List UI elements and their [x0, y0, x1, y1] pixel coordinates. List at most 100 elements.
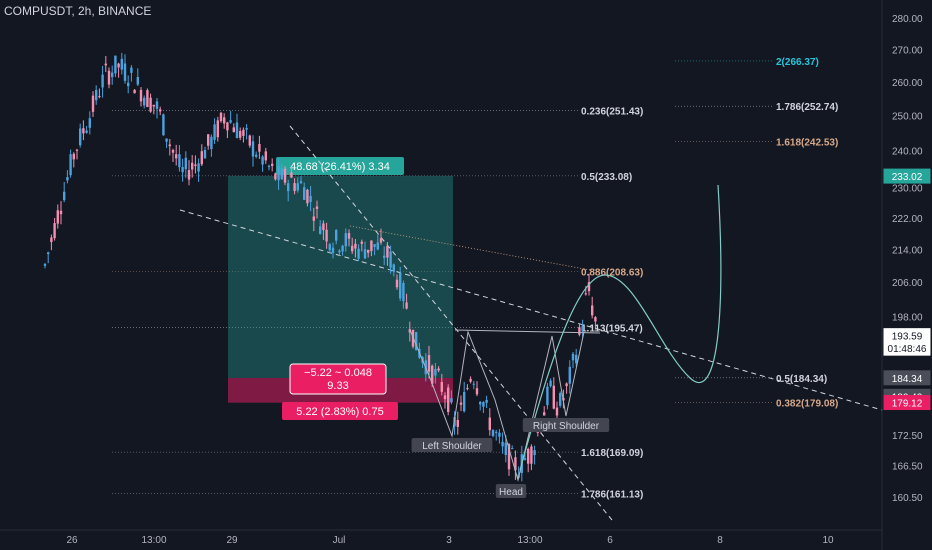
candle-body: [312, 216, 315, 221]
price-tick-label: 270.00: [892, 45, 923, 56]
candle-body: [504, 442, 507, 456]
price-tag-label: 179.12: [892, 399, 923, 410]
candle-body: [568, 366, 571, 384]
candle-body: [440, 382, 443, 392]
candle-body: [466, 388, 469, 390]
candle-body: [165, 138, 168, 142]
time-tick-label: 6: [607, 535, 613, 546]
candle-body: [149, 97, 152, 112]
candle-body: [338, 250, 341, 253]
candle-body: [488, 417, 491, 431]
candle-body: [258, 143, 261, 152]
candle-body: [296, 183, 299, 191]
candle-body: [245, 128, 248, 130]
candle-body: [399, 273, 402, 299]
candle-body: [194, 164, 197, 167]
candle-body: [571, 353, 575, 361]
candle-body: [239, 131, 242, 138]
candle-body: [50, 237, 53, 243]
candle-body: [373, 244, 376, 247]
candle-body: [299, 181, 303, 184]
target-level-label: 2(266.37): [776, 57, 819, 68]
candle-body: [63, 191, 66, 201]
candle-body: [472, 383, 475, 385]
candle-body: [584, 293, 587, 295]
candle-body: [216, 120, 219, 138]
price-tag-label: 184.34: [892, 374, 923, 385]
pattern-label-bg: [495, 484, 527, 498]
price-tick-label: 280.00: [892, 14, 923, 25]
candle-body: [293, 183, 296, 192]
candle-body: [536, 431, 539, 433]
candle-body: [325, 229, 328, 242]
candle-body: [459, 402, 463, 405]
candle-body: [376, 242, 379, 250]
candle-body: [469, 378, 472, 382]
price-tick-label: 240.00: [892, 147, 923, 158]
fib-level-label: 0.236(251.43): [581, 107, 643, 118]
candle-body: [155, 101, 159, 109]
candle-body: [351, 245, 354, 252]
candle-body: [383, 255, 386, 258]
loss-badge-text: 5.22 (2.83%) 0.75: [296, 406, 383, 418]
candle-body: [475, 388, 479, 395]
candle-body: [187, 170, 191, 180]
pattern-label-bg: [411, 438, 493, 452]
candle-body: [290, 172, 293, 178]
pattern-label: Head: [499, 487, 523, 498]
candle-body: [114, 55, 117, 74]
candle-body: [549, 380, 552, 387]
candle-body: [261, 156, 264, 165]
candle-body: [463, 392, 466, 412]
candle-body: [136, 77, 139, 85]
candle-body: [271, 163, 274, 166]
candle-body: [287, 183, 290, 192]
candle-body: [184, 157, 187, 170]
candle-body: [367, 249, 370, 253]
candle-body: [594, 317, 597, 322]
candle-body: [581, 326, 584, 331]
candle-body: [344, 233, 347, 247]
position-tool: 48.68 (26.41%) 3.34 5.22 (2.83%) 0.75 −5.2…: [228, 157, 453, 420]
candle-body: [533, 450, 536, 456]
candle-body: [152, 104, 155, 107]
candle-body: [405, 302, 408, 309]
candle-body: [59, 210, 63, 215]
profit-badge-text: 48.68 (26.41%) 3.34: [290, 161, 390, 173]
candle-body: [127, 82, 130, 87]
head-shoulders-outline: [409, 329, 585, 482]
time-axis: 26 13:00 29 Jul 3 13:00 6 8 10: [66, 535, 834, 546]
candle-body: [79, 128, 82, 146]
price-tag-label: 01:48:46: [888, 344, 927, 355]
candle-body: [437, 368, 440, 371]
price-tick-label: 222.00: [892, 214, 923, 225]
pattern-label: Right Shoulder: [533, 421, 600, 432]
candle-body: [306, 189, 309, 204]
candle-body: [178, 154, 181, 168]
candle-body: [226, 122, 229, 131]
target-level-label: 0.5(184.34): [776, 374, 827, 385]
candle-body: [267, 165, 271, 167]
candle-body: [251, 141, 255, 157]
candle-body: [427, 355, 431, 372]
candle-body: [527, 448, 530, 464]
candle-body: [232, 127, 235, 133]
candle-body: [223, 117, 226, 124]
candle-body: [402, 283, 405, 302]
candle-body: [303, 187, 306, 200]
candle-body: [546, 386, 549, 406]
candle-body: [210, 136, 213, 150]
fib-levels: 0.236(251.43) 0.5(233.08) 0.886(208.63) 1.1…: [112, 57, 838, 501]
fib-level-label: 0.5(233.08): [581, 172, 632, 183]
time-tick-label: 29: [226, 535, 238, 546]
time-tick-label: 13:00: [141, 535, 166, 546]
candle-body: [431, 365, 434, 384]
fib-level-label: 0.886(208.63): [581, 267, 643, 278]
time-tick-label: 26: [66, 535, 78, 546]
candle-body: [91, 95, 95, 112]
loss-badge: [282, 402, 398, 420]
candle-body: [75, 149, 79, 151]
candle-body: [207, 134, 210, 146]
